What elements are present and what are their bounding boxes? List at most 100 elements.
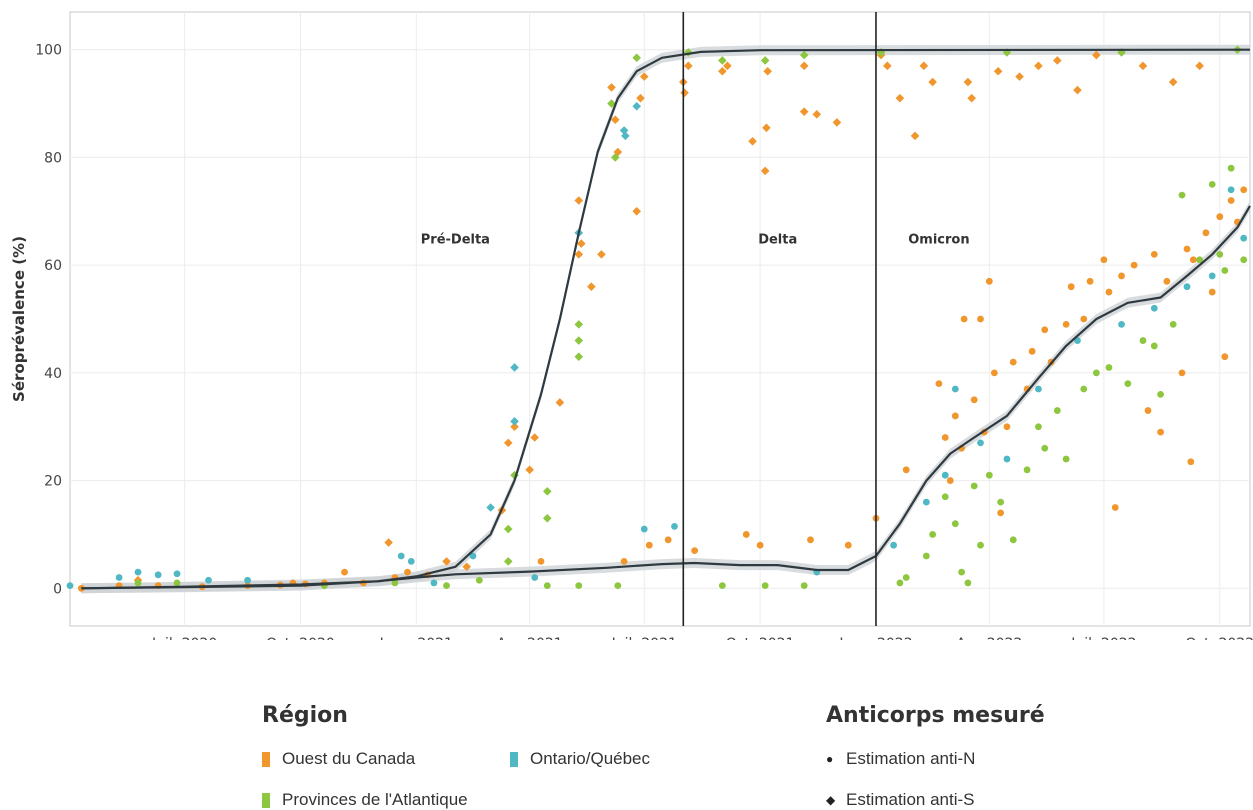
period-label: Pré-Delta (421, 233, 490, 248)
point-ouest-du-canada-anti-s (610, 115, 620, 125)
point-ouest-du-canada-anti-s (639, 72, 649, 81)
point-ontario-qu-bec-anti-s (486, 503, 495, 512)
point-ouest-du-canada-anti-n (1189, 256, 1197, 264)
point-ouest-du-canada-anti-n (1130, 261, 1138, 269)
point-ouest-du-canada-anti-n (997, 509, 1005, 517)
point-provinces-de-l-atlantique-anti-n (902, 574, 910, 581)
point-ontario-qu-bec-anti-s (510, 417, 519, 426)
point-ontario-qu-bec-anti-n (1240, 234, 1248, 242)
point-provinces-de-l-atlantique-anti-n (173, 579, 181, 587)
point-ouest-du-canada-anti-n (1105, 288, 1113, 296)
x-tick-label: Oct. 2022 (1185, 636, 1253, 640)
point-ouest-du-canada-anti-s (1092, 50, 1101, 60)
point-ouest-du-canada-anti-s (1195, 61, 1204, 71)
point-ouest-du-canada-anti-s (883, 61, 892, 71)
point-provinces-de-l-atlantique-anti-n (896, 579, 904, 587)
point-ouest-du-canada-anti-n (1003, 423, 1011, 431)
period-label: Delta (758, 233, 797, 248)
point-provinces-de-l-atlantique-anti-s (503, 524, 513, 534)
legend-item-anti-s: ◆ Estimation anti-S (826, 790, 975, 810)
point-ontario-qu-bec-anti-n (469, 552, 477, 560)
point-ontario-qu-bec-anti-n (922, 498, 930, 506)
period-markers: Pré-Delta Delta Omicron (421, 12, 970, 626)
point-ouest-du-canada-anti-n (1240, 186, 1248, 194)
point-ouest-du-canada-anti-s (723, 61, 732, 71)
point-ouest-du-canada-anti-n (620, 557, 628, 565)
point-provinces-de-l-atlantique-anti-n (391, 579, 399, 587)
point-ouest-du-canada-anti-n (977, 315, 984, 323)
x-tick-label: Avr. 2021 (497, 636, 563, 640)
point-ouest-du-canada-anti-n (951, 412, 959, 420)
point-ouest-du-canada-anti-n (664, 536, 672, 544)
legend-antibody-title: Anticorps mesuré (826, 703, 1045, 728)
point-ontario-qu-bec-anti-n (671, 522, 678, 530)
point-provinces-de-l-atlantique-anti-n (1009, 536, 1017, 544)
point-ontario-qu-bec-anti-n (1118, 320, 1125, 328)
point-ouest-du-canada-anti-n (990, 369, 998, 377)
point-ouest-du-canada-anti-s (1168, 77, 1178, 87)
point-ouest-du-canada-anti-n (1227, 197, 1235, 204)
point-ouest-du-canada-anti-n (1150, 250, 1158, 258)
point-ontario-qu-bec-anti-n (407, 557, 415, 565)
point-ouest-du-canada-anti-n (742, 531, 750, 538)
x-tick-label: Juil. 2022 (1070, 636, 1136, 640)
x-tick-label: Janv. 2022 (838, 636, 912, 640)
period-label: Omicron (908, 233, 969, 248)
point-provinces-de-l-atlantique-anti-n (614, 582, 622, 590)
point-provinces-de-l-atlantique-anti-n (1157, 391, 1164, 398)
point-ouest-du-canada-anti-n (691, 547, 699, 554)
point-provinces-de-l-atlantique-anti-n (929, 531, 937, 538)
point-ouest-du-canada-anti-n (1157, 428, 1164, 436)
point-ouest-du-canada-anti-s (993, 66, 1003, 76)
point-ouest-du-canada-anti-s (510, 422, 519, 432)
point-ouest-du-canada-anti-s (503, 438, 513, 448)
x-tick-label: Avr. 2022 (956, 636, 1022, 640)
point-ontario-qu-bec-anti-n (1183, 283, 1191, 291)
point-ontario-qu-bec-anti-n (951, 385, 959, 393)
point-ontario-qu-bec-anti-n (1227, 186, 1235, 194)
point-provinces-de-l-atlantique-anti-n (964, 579, 972, 587)
y-axis-label: Séroprévalence (%) (10, 236, 28, 402)
point-ontario-qu-bec-anti-n (1150, 304, 1158, 312)
point-provinces-de-l-atlantique-anti-n (1227, 164, 1235, 172)
legend-label-atl: Provinces de l'Atlantique (282, 790, 468, 809)
point-ouest-du-canada-anti-n (1216, 213, 1224, 221)
point-ouest-du-canada-anti-s (636, 93, 645, 103)
point-ontario-qu-bec-anti-n (640, 525, 648, 533)
point-ouest-du-canada-anti-n (1062, 320, 1070, 328)
point-ouest-du-canada-anti-n (1080, 315, 1088, 323)
point-ouest-du-canada-anti-n (1163, 277, 1171, 285)
point-ouest-du-canada-anti-s (555, 398, 565, 407)
x-tick-label: Oct. 2020 (266, 636, 335, 640)
point-provinces-de-l-atlantique-anti-n (985, 471, 993, 479)
point-ouest-du-canada-anti-n (960, 315, 968, 323)
point-provinces-de-l-atlantique-anti-n (800, 582, 808, 590)
point-ouest-du-canada-anti-n (1041, 326, 1049, 334)
point-ouest-du-canada-anti-n (1178, 369, 1186, 377)
point-ouest-du-canada-anti-n (1208, 288, 1216, 296)
point-ouest-du-canada-anti-n (404, 568, 411, 576)
point-ouest-du-canada-anti-s (587, 282, 596, 291)
point-ouest-du-canada-anti-s (597, 250, 606, 259)
point-provinces-de-l-atlantique-anti-n (997, 498, 1005, 506)
point-ontario-qu-bec-anti-n (397, 552, 405, 560)
point-provinces-de-l-atlantique-anti-n (1053, 407, 1061, 414)
point-provinces-de-l-atlantique-anti-n (1240, 256, 1248, 264)
point-provinces-de-l-atlantique-anti-s (574, 352, 584, 362)
point-provinces-de-l-atlantique-anti-n (1092, 369, 1100, 377)
point-ouest-du-canada-anti-n (1028, 347, 1036, 355)
point-provinces-de-l-atlantique-anti-n (958, 568, 966, 576)
point-provinces-de-l-atlantique-anti-n (1150, 342, 1158, 350)
point-provinces-de-l-atlantique-anti-n (575, 582, 583, 590)
point-ouest-du-canada-anti-s (576, 239, 586, 248)
point-ouest-du-canada-anti-s (760, 166, 770, 176)
legend-label-anti-s: Estimation anti-S (846, 790, 975, 809)
point-ouest-du-canada-anti-s (1034, 61, 1043, 71)
point-ontario-qu-bec-anti-s (632, 101, 642, 111)
point-provinces-de-l-atlantique-anti-n (718, 582, 726, 590)
legend-label-ouest: Ouest du Canada (282, 749, 416, 768)
point-ouest-du-canada-anti-n (985, 277, 993, 285)
legend-label-anti-n: Estimation anti-N (846, 749, 976, 768)
point-ouest-du-canada-anti-s (910, 131, 920, 141)
point-provinces-de-l-atlantique-anti-s (542, 513, 552, 523)
